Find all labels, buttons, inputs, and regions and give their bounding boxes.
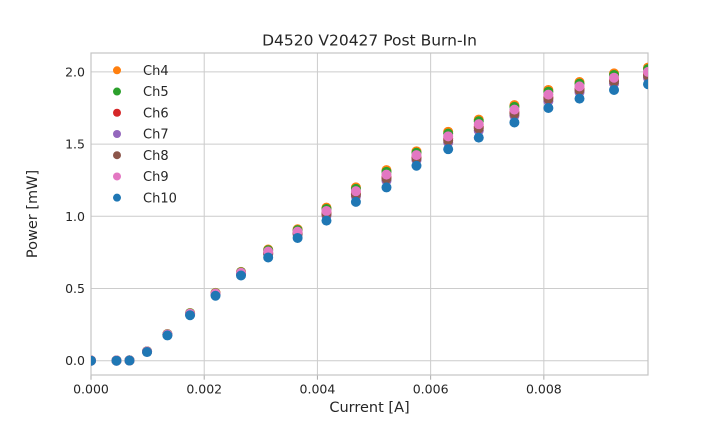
data-point: [509, 117, 520, 128]
x-tick-label: 0.004: [300, 382, 336, 397]
data-point: [350, 196, 361, 207]
plot-border: [90, 52, 649, 376]
data-point: [509, 104, 520, 115]
legend-item-ch6: Ch6: [113, 106, 169, 121]
x-tick-label: 0.008: [526, 382, 562, 397]
data-point: [236, 270, 247, 281]
y-tick-label: 0.0: [65, 353, 85, 368]
legend-marker-icon: [113, 193, 121, 202]
legend-marker-icon: [113, 87, 121, 96]
data-point: [142, 347, 153, 358]
legend-marker-icon: [113, 108, 121, 117]
legend-marker-icon: [113, 151, 121, 160]
legend-label: Ch4: [143, 64, 169, 79]
legend-item-ch8: Ch8: [113, 149, 169, 164]
x-tick-label: 0.002: [186, 382, 222, 397]
legend-label: Ch6: [143, 106, 169, 121]
y-tick-label: 2.0: [65, 64, 85, 79]
data-point: [263, 252, 274, 263]
y-tick-label: 1.5: [65, 137, 85, 152]
data-point: [321, 205, 332, 216]
data-point: [350, 186, 361, 197]
data-point: [574, 93, 585, 104]
legend-label: Ch5: [143, 85, 169, 100]
legend-label: Ch7: [143, 128, 169, 143]
data-point: [111, 355, 122, 366]
data-point: [91, 355, 96, 366]
data-point: [411, 160, 422, 171]
x-axis-label: Current [A]: [329, 400, 409, 416]
legend-item-ch5: Ch5: [113, 85, 169, 100]
legend-marker-icon: [113, 66, 121, 75]
data-point: [411, 150, 422, 161]
data-point: [292, 232, 303, 243]
tick-label-layer: 0.000 0.002 0.004 0.006 0.008 0.0 0.5 1.0 1.5 2.0: [65, 64, 562, 396]
legend-item-ch4: Ch4: [113, 64, 169, 79]
plot-area: [91, 53, 648, 375]
data-point: [210, 290, 221, 301]
series-ch10: [91, 79, 648, 366]
data-point: [543, 89, 554, 100]
chart-title: D4520 V20427 Post Burn-In: [262, 32, 477, 50]
data-point: [473, 132, 484, 143]
legend-item-ch10: Ch10: [113, 191, 177, 206]
data-point: [609, 72, 620, 83]
data-point: [609, 84, 620, 95]
x-tick-label: 0.006: [413, 382, 449, 397]
data-point: [321, 215, 332, 226]
y-axis-label: Power [mW]: [25, 170, 41, 258]
data-point: [543, 103, 554, 114]
scatter-series-layer: [91, 62, 648, 366]
legend-label: Ch9: [143, 170, 169, 185]
grid-layer: [90, 53, 648, 380]
legend: Ch4 Ch5 Ch6 Ch7 Ch8 Ch9 Ch10: [113, 64, 177, 206]
data-point: [443, 131, 454, 142]
legend-label: Ch10: [143, 191, 177, 206]
legend-item-ch7: Ch7: [113, 128, 169, 143]
legend-label: Ch8: [143, 149, 169, 164]
data-point: [473, 119, 484, 130]
data-point: [574, 81, 585, 92]
data-point: [124, 355, 135, 366]
y-tick-label: 0.5: [65, 281, 85, 296]
legend-marker-icon: [113, 172, 121, 181]
data-point: [185, 310, 196, 321]
data-point: [381, 169, 392, 180]
legend-item-ch9: Ch9: [113, 170, 169, 185]
data-point: [643, 79, 648, 90]
legend-marker-icon: [113, 129, 121, 138]
y-tick-label: 1.0: [65, 209, 85, 224]
data-point: [381, 182, 392, 193]
data-point: [443, 144, 454, 155]
x-tick-label: 0.000: [73, 382, 109, 397]
data-point: [162, 330, 173, 341]
data-point: [643, 66, 648, 77]
